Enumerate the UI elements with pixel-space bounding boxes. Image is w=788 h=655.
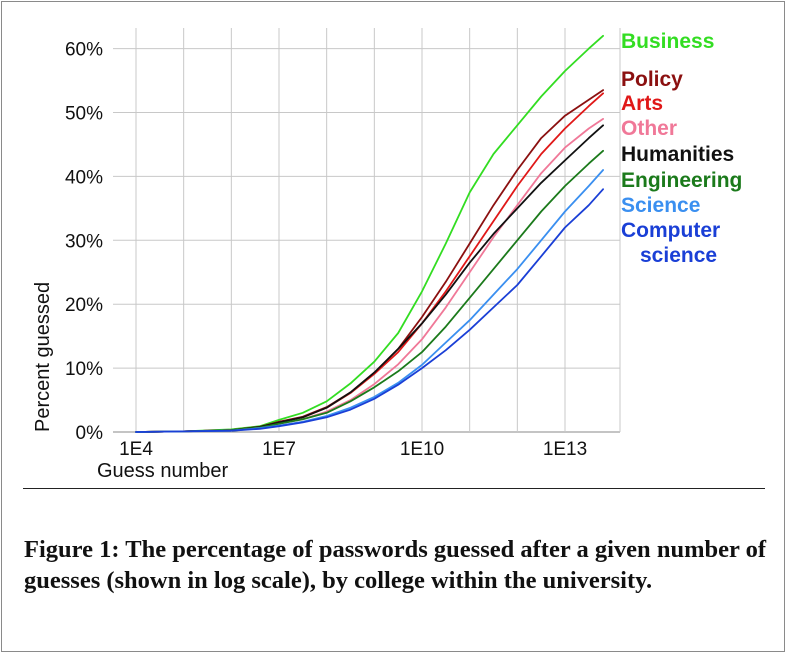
x-tick-label: 1E7	[262, 439, 296, 460]
series-line-policy	[135, 89, 604, 433]
y-tick-label: 10%	[65, 359, 103, 380]
figure-caption: Figure 1: The percentage of passwords gu…	[24, 536, 766, 594]
legend-label: Science	[621, 194, 700, 217]
legend-label: Policy	[621, 68, 683, 91]
tick-label-layer: 0% 10% 20% 30% 40% 50% 60% 1E4 1E7 1E10 1E13	[65, 40, 587, 460]
series-line-business	[135, 34, 604, 433]
series-line-arts	[135, 92, 604, 433]
x-tick-label: 1E10	[400, 439, 444, 460]
y-tick-label: 60%	[65, 40, 103, 61]
grid-layer	[113, 28, 621, 433]
x-tick-label: 1E4	[119, 439, 153, 460]
legend-label: Arts	[621, 92, 663, 115]
series-line-science	[135, 169, 604, 433]
x-axis-title: Guess number	[97, 460, 229, 482]
y-tick-label: 40%	[65, 167, 103, 188]
y-tick-label: 50%	[65, 104, 103, 125]
series-line-computer-science	[135, 188, 604, 433]
legend-label: Computer	[621, 219, 720, 242]
legend-label: science	[640, 244, 717, 267]
x-tick-label: 1E13	[543, 439, 587, 460]
legend-label: Other	[621, 117, 677, 140]
series-line-humanities	[135, 124, 604, 433]
series-layer	[135, 34, 604, 433]
legend-label: Humanities	[621, 143, 734, 166]
caption-divider	[23, 488, 765, 489]
password-guess-chart: 0% 10% 20% 30% 40% 50% 60% 1E4 1E7 1E10 1E13 Busin…	[32, 28, 742, 482]
y-tick-label: 20%	[65, 295, 103, 316]
y-tick-label: 30%	[65, 231, 103, 252]
y-axis-title: Percent guessed	[32, 282, 54, 432]
legend-label: Engineering	[621, 169, 742, 192]
y-tick-label: 0%	[76, 423, 104, 444]
legend-label: Business	[621, 30, 714, 53]
series-line-engineering	[135, 149, 604, 433]
